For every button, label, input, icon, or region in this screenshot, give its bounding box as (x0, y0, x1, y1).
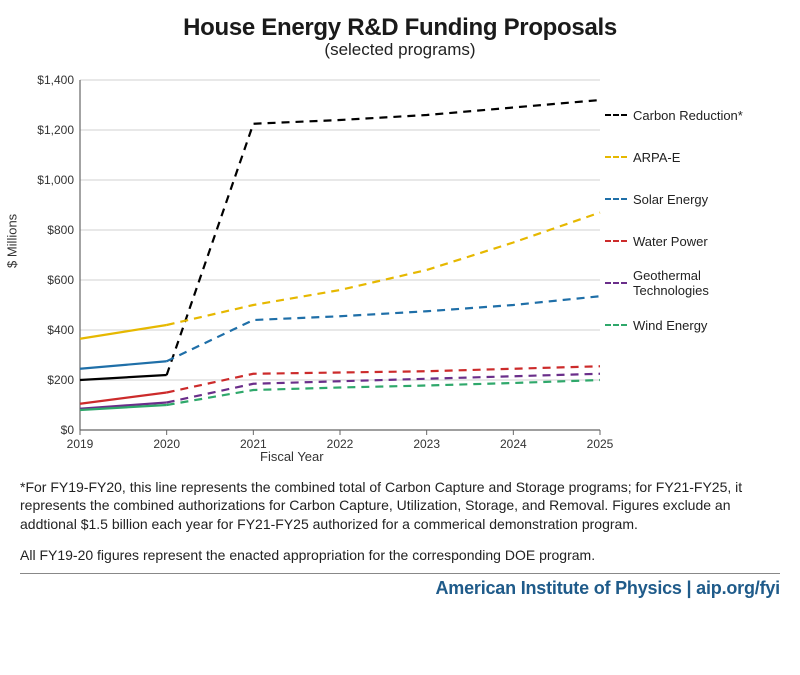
chart-subtitle: (selected programs) (20, 40, 780, 60)
svg-text:$1,400: $1,400 (37, 73, 74, 87)
legend-item: Water Power (605, 232, 780, 250)
page: House Energy R&D Funding Proposals (sele… (0, 0, 800, 675)
legend-swatch (605, 198, 627, 200)
svg-text:2024: 2024 (500, 437, 527, 451)
footer-credit: American Institute of Physics | aip.org/… (20, 578, 780, 599)
legend-label: Carbon Reduction* (633, 108, 743, 123)
divider (20, 573, 780, 574)
legend-swatch (605, 240, 627, 242)
legend-item: Geothermal Technologies (605, 274, 780, 292)
svg-text:$600: $600 (47, 273, 74, 287)
footnote-1: *For FY19-FY20, this line represents the… (20, 478, 780, 533)
legend-swatch (605, 324, 627, 326)
legend-swatch (605, 114, 627, 116)
svg-text:$1,000: $1,000 (37, 173, 74, 187)
legend-label: Water Power (633, 234, 708, 249)
svg-text:2020: 2020 (153, 437, 180, 451)
legend-item: Solar Energy (605, 190, 780, 208)
legend-item: ARPA-E (605, 148, 780, 166)
legend: Carbon Reduction* ARPA-E Solar Energy Water… (605, 106, 780, 334)
svg-text:2025: 2025 (587, 437, 614, 451)
svg-text:$0: $0 (61, 423, 75, 437)
legend-swatch (605, 156, 627, 158)
legend-label: Solar Energy (633, 192, 708, 207)
svg-text:2019: 2019 (67, 437, 94, 451)
svg-text:$800: $800 (47, 223, 74, 237)
svg-text:2022: 2022 (327, 437, 354, 451)
legend-item: Wind Energy (605, 316, 780, 334)
legend-label: Geothermal Technologies (633, 268, 780, 298)
svg-text:$1,200: $1,200 (37, 123, 74, 137)
footnote-2: All FY19-20 figures represent the enacte… (20, 547, 780, 563)
y-axis-label: $ Millions (5, 214, 20, 268)
x-axis-label: Fiscal Year (260, 449, 324, 464)
legend-label: Wind Energy (633, 318, 707, 333)
legend-item: Carbon Reduction* (605, 106, 780, 124)
chart-area: $0 $200 $400 $600 $800 $1,000 $1,200 $1,400 2019… (20, 68, 780, 468)
legend-swatch (605, 282, 627, 284)
svg-text:$200: $200 (47, 373, 74, 387)
legend-label: ARPA-E (633, 150, 680, 165)
svg-text:2023: 2023 (413, 437, 440, 451)
svg-text:$400: $400 (47, 323, 74, 337)
chart-title: House Energy R&D Funding Proposals (20, 14, 780, 42)
